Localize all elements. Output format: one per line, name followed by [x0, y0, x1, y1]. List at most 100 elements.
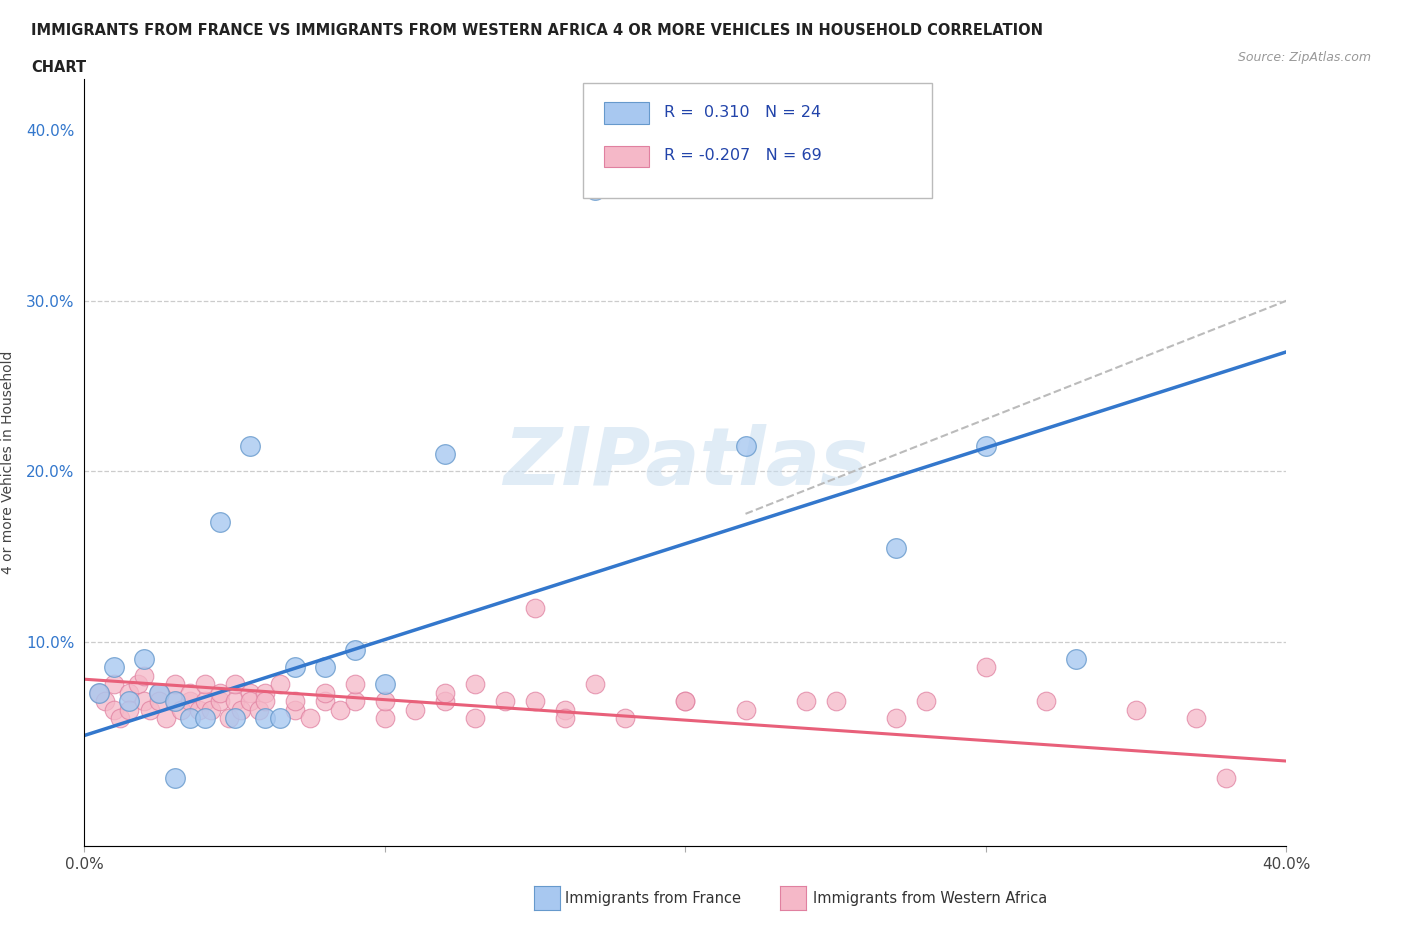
Point: [89, 685, 111, 700]
Point: [163, 677, 186, 692]
Point: [224, 711, 246, 726]
Text: R =  0.310   N = 24: R = 0.310 N = 24: [664, 104, 821, 120]
Text: CHART: CHART: [31, 60, 86, 75]
Point: [915, 694, 938, 709]
Point: [583, 677, 606, 692]
Point: [208, 685, 231, 700]
Point: [374, 677, 396, 692]
Point: [343, 643, 366, 658]
Point: [974, 438, 997, 453]
Point: [118, 685, 141, 700]
Point: [1215, 771, 1237, 786]
Point: [524, 694, 547, 709]
Point: [208, 515, 231, 530]
Point: [208, 694, 231, 709]
Point: [253, 694, 276, 709]
Point: [253, 711, 276, 726]
Point: [163, 694, 186, 709]
Point: [103, 702, 125, 717]
Point: [343, 694, 366, 709]
Point: [194, 677, 217, 692]
Point: [298, 711, 321, 726]
Point: [253, 685, 276, 700]
Point: [194, 711, 217, 726]
Bar: [603, 102, 650, 124]
Point: [675, 694, 697, 709]
Point: [554, 711, 576, 726]
Point: [163, 771, 186, 786]
Point: [194, 694, 217, 709]
Point: [434, 446, 457, 461]
Point: [247, 702, 270, 717]
Point: [94, 694, 117, 709]
Point: [218, 711, 240, 726]
Point: [224, 677, 246, 692]
Point: [239, 438, 262, 453]
Point: [524, 600, 547, 615]
Point: [734, 438, 756, 453]
Point: [314, 660, 336, 675]
Point: [284, 702, 307, 717]
Point: [269, 677, 291, 692]
Point: [1035, 694, 1057, 709]
Point: [269, 711, 291, 726]
Point: [884, 540, 907, 555]
Point: [404, 702, 426, 717]
Point: [329, 702, 352, 717]
Point: [794, 694, 817, 709]
Y-axis label: 4 or more Vehicles in Household: 4 or more Vehicles in Household: [1, 351, 15, 575]
Point: [200, 702, 222, 717]
Point: [89, 685, 111, 700]
Point: [1185, 711, 1208, 726]
Point: [118, 694, 141, 709]
Point: [1064, 651, 1087, 666]
Point: [734, 702, 756, 717]
Point: [675, 694, 697, 709]
Point: [148, 694, 170, 709]
Point: [179, 711, 201, 726]
Text: R = -0.207   N = 69: R = -0.207 N = 69: [664, 148, 821, 164]
Point: [434, 694, 457, 709]
Point: [179, 685, 201, 700]
Point: [583, 182, 606, 197]
Point: [148, 685, 170, 700]
Point: [554, 702, 576, 717]
Point: [179, 694, 201, 709]
FancyBboxPatch shape: [583, 83, 932, 198]
Point: [824, 694, 846, 709]
Bar: [603, 146, 650, 167]
Text: ZIPatlas: ZIPatlas: [503, 424, 868, 501]
Point: [103, 660, 125, 675]
Point: [110, 711, 132, 726]
Point: [127, 677, 149, 692]
Point: [239, 694, 262, 709]
Point: [148, 685, 170, 700]
Point: [464, 677, 486, 692]
Point: [169, 702, 191, 717]
Point: [343, 677, 366, 692]
Point: [139, 702, 162, 717]
Point: [229, 702, 252, 717]
Point: [974, 660, 997, 675]
Text: Source: ZipAtlas.com: Source: ZipAtlas.com: [1237, 51, 1371, 64]
Point: [103, 677, 125, 692]
Point: [1125, 702, 1147, 717]
Text: Immigrants from France: Immigrants from France: [565, 891, 741, 906]
Point: [614, 711, 637, 726]
Point: [314, 694, 336, 709]
Point: [464, 711, 486, 726]
Point: [134, 669, 156, 684]
Text: IMMIGRANTS FROM FRANCE VS IMMIGRANTS FROM WESTERN AFRICA 4 OR MORE VEHICLES IN H: IMMIGRANTS FROM FRANCE VS IMMIGRANTS FRO…: [31, 23, 1043, 38]
Point: [494, 694, 516, 709]
Point: [434, 685, 457, 700]
Point: [374, 711, 396, 726]
Point: [224, 694, 246, 709]
Point: [163, 694, 186, 709]
Point: [239, 685, 262, 700]
Point: [155, 711, 177, 726]
Point: [187, 702, 209, 717]
Point: [284, 660, 307, 675]
Point: [134, 651, 156, 666]
Point: [118, 702, 141, 717]
Point: [284, 694, 307, 709]
